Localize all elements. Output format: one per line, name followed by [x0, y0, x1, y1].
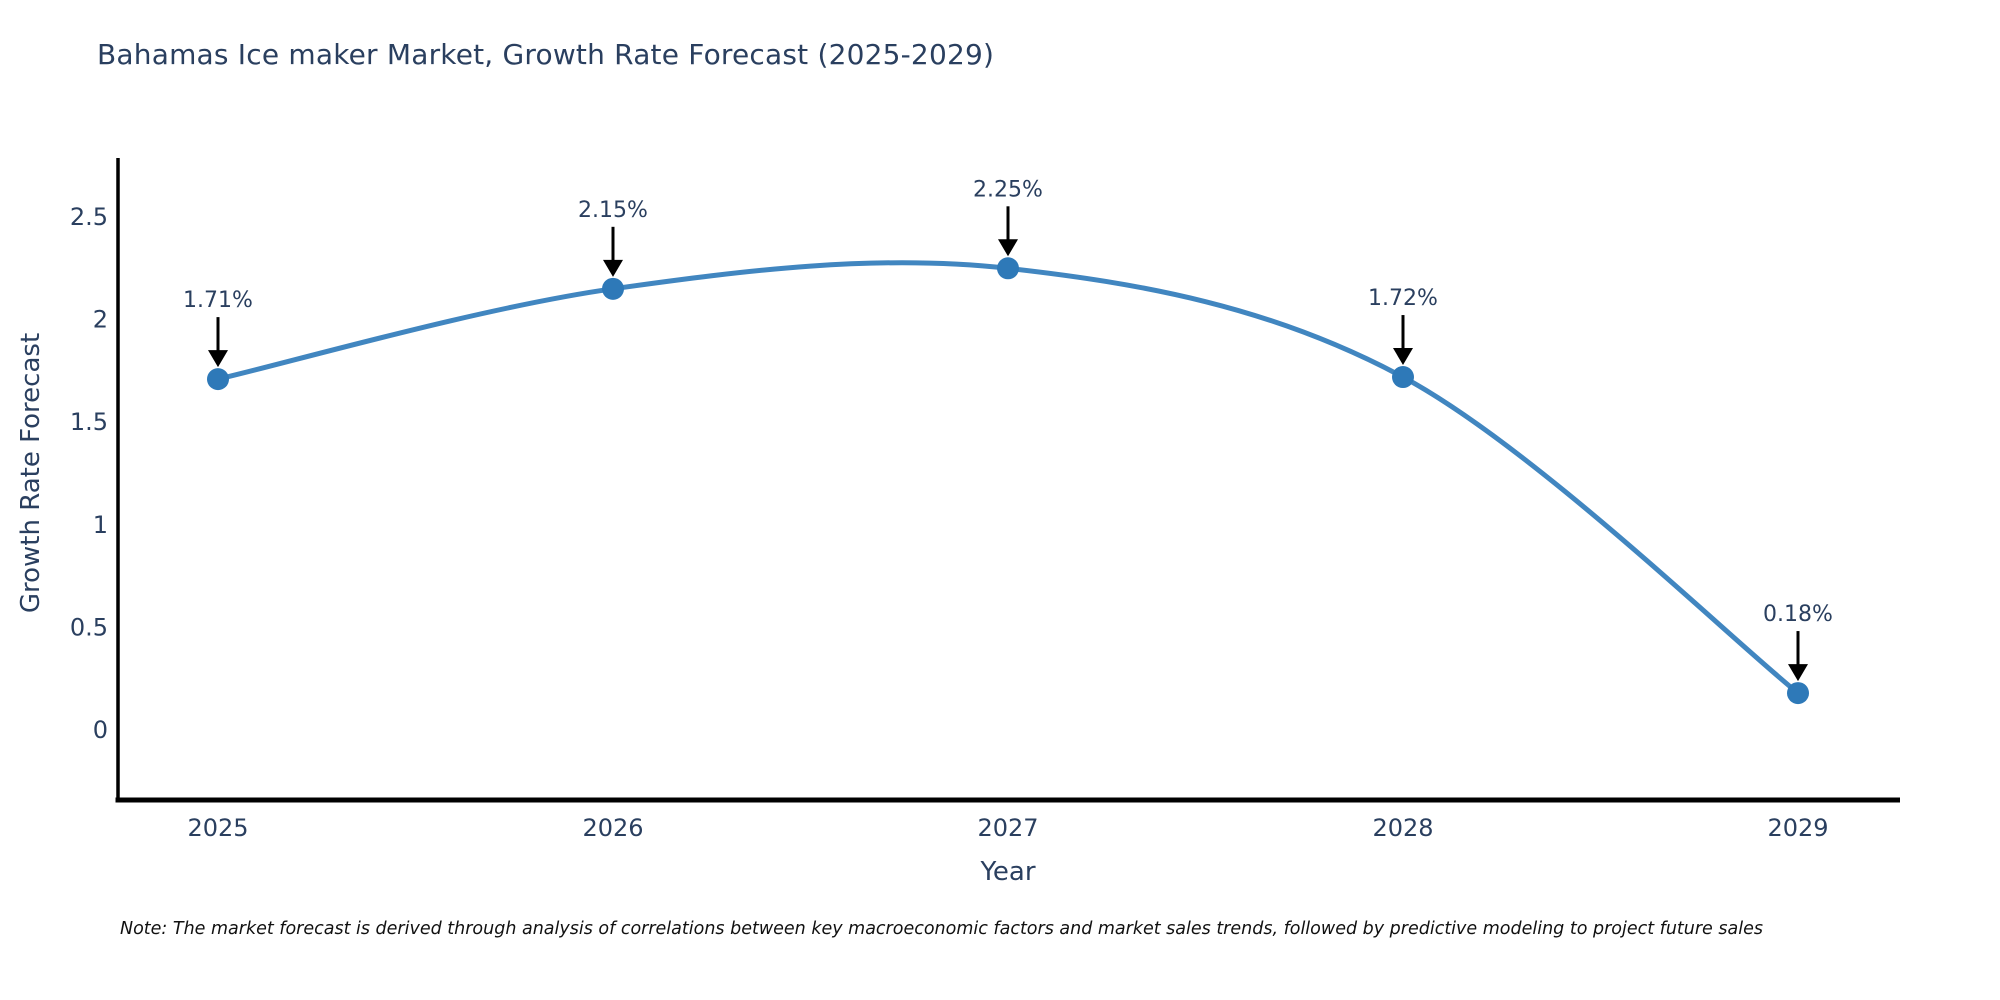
- footnote: Note: The market forecast is derived thr…: [120, 919, 1763, 939]
- chart-title: Bahamas Ice maker Market, Growth Rate Fo…: [97, 38, 995, 71]
- data-point: [602, 277, 624, 300]
- series-layer: [207, 257, 1809, 705]
- growth-rate-line: [215, 260, 1801, 696]
- x-tick-label: 2027: [977, 814, 1038, 842]
- y-axis-title: Growth Rate Forecast: [16, 333, 46, 613]
- x-tick-label: 2025: [187, 814, 248, 842]
- y-axis-tick-labels: 0 0.5 1 1.5 2 2.5: [70, 203, 108, 744]
- y-tick-label: 2: [93, 306, 108, 334]
- data-point: [1787, 682, 1809, 705]
- data-point-label: 1.71%: [183, 288, 253, 313]
- annotation-arrow-head: [998, 239, 1018, 257]
- annotation-arrow-head: [208, 350, 228, 368]
- data-point: [207, 368, 229, 391]
- x-tick-label: 2029: [1767, 814, 1828, 842]
- x-tick-label: 2028: [1372, 814, 1433, 842]
- annotations-layer: 1.71% 2.15% 2.25% 1.72% 0.18%: [183, 177, 1833, 682]
- annotation-arrow-head: [603, 259, 623, 277]
- y-tick-label: 0: [93, 716, 108, 744]
- data-point-label: 2.25%: [973, 177, 1043, 202]
- x-tick-label: 2026: [582, 814, 643, 842]
- data-point: [1392, 366, 1414, 389]
- annotation-arrow-head: [1393, 348, 1413, 366]
- data-point-label: 1.72%: [1368, 286, 1438, 311]
- y-tick-label: 0.5: [70, 613, 108, 641]
- y-tick-label: 1: [93, 511, 108, 539]
- data-point: [997, 257, 1019, 280]
- data-point-label: 0.18%: [1763, 602, 1833, 627]
- annotation-arrow-head: [1788, 664, 1808, 682]
- data-point-label: 2.15%: [578, 198, 648, 223]
- y-tick-label: 1.5: [70, 408, 108, 436]
- x-axis-tick-labels: 2025 2026 2027 2028 2029: [187, 814, 1828, 842]
- y-tick-label: 2.5: [70, 203, 108, 231]
- x-axis-title: Year: [979, 857, 1035, 887]
